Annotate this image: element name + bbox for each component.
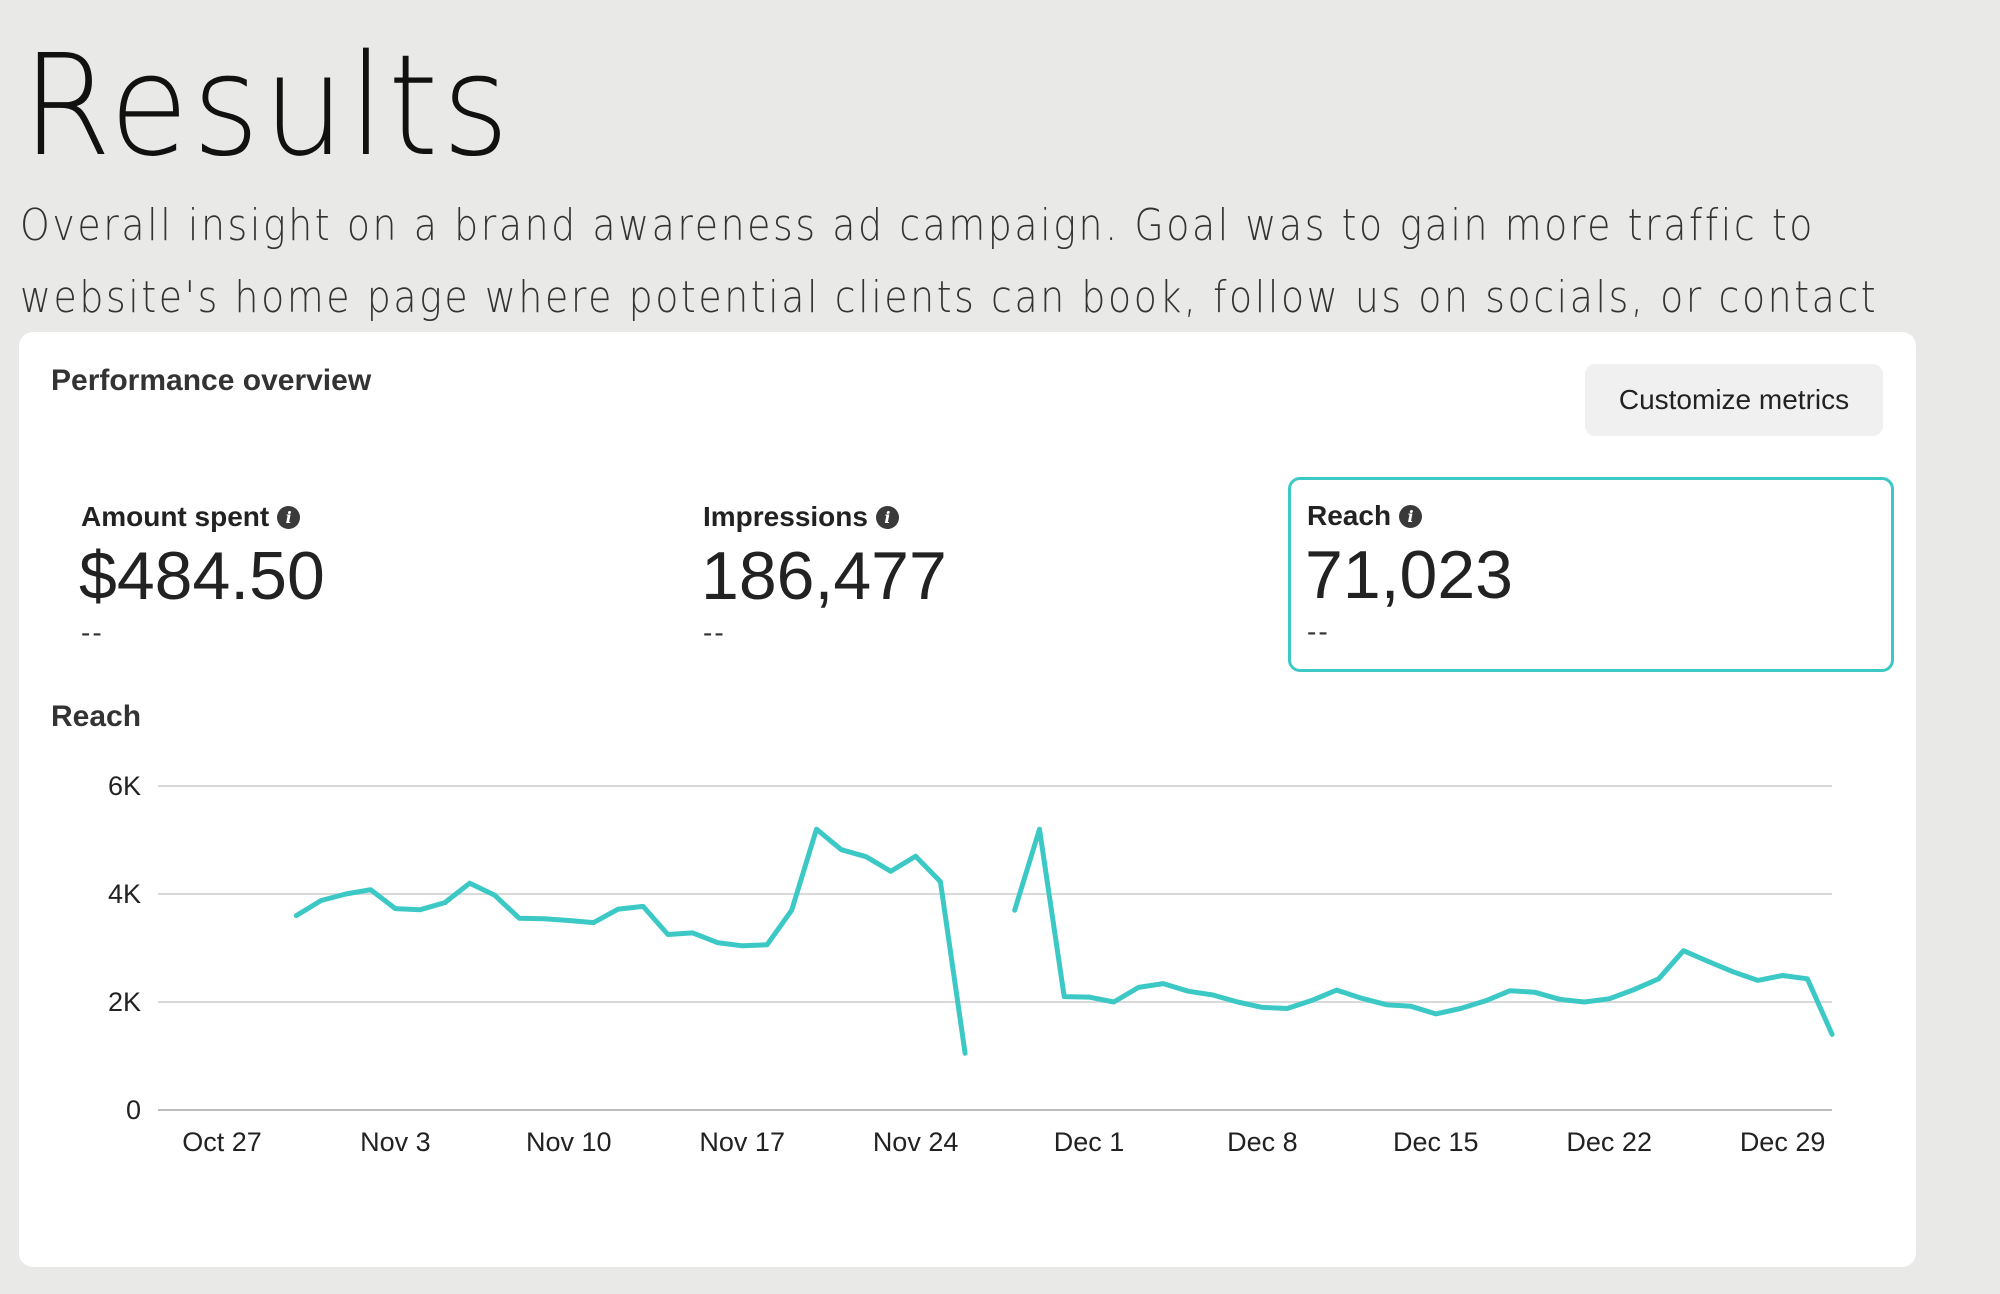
x-tick-label: Nov 3 bbox=[360, 1127, 431, 1157]
y-tick-label: 0 bbox=[126, 1095, 141, 1125]
x-tick-label: Dec 22 bbox=[1566, 1127, 1652, 1157]
x-tick-label: Dec 15 bbox=[1393, 1127, 1479, 1157]
metric-reach[interactable]: Reach i 71,023 -- bbox=[1288, 477, 1894, 672]
metric-value: $484.50 bbox=[79, 538, 325, 614]
page-subtitle: Overall insight on a brand awareness ad … bbox=[20, 190, 1879, 334]
x-tick-label: Dec 1 bbox=[1054, 1127, 1125, 1157]
metric-label: Reach i bbox=[1307, 500, 1423, 532]
x-tick-label: Nov 24 bbox=[873, 1127, 959, 1157]
page-title: Results bbox=[22, 25, 513, 188]
metric-label: Amount spent i bbox=[81, 501, 301, 533]
x-tick-label: Dec 8 bbox=[1227, 1127, 1298, 1157]
metric-delta: -- bbox=[1307, 616, 1330, 647]
metric-delta: -- bbox=[703, 617, 726, 648]
subtitle-line-2: website's home page where potential clie… bbox=[20, 272, 1879, 323]
reach-line-chart: 0 2K 4K 6K Oct 27 Nov 3 Nov 10 Nov 17 Nov 24 Dec … bbox=[108, 771, 1835, 1157]
metric-value: 186,477 bbox=[701, 538, 947, 614]
reach-series-line bbox=[1012, 826, 1835, 1037]
info-icon[interactable]: i bbox=[277, 505, 301, 529]
performance-overview-card: Performance overview Customize metrics A… bbox=[19, 332, 1916, 1267]
metric-label-text: Amount spent bbox=[81, 501, 270, 532]
chart-title: Reach bbox=[51, 700, 142, 733]
y-tick-label: 2K bbox=[108, 987, 141, 1017]
card-title: Performance overview bbox=[51, 364, 372, 397]
x-tick-label: Nov 17 bbox=[699, 1127, 785, 1157]
y-tick-label: 6K bbox=[108, 771, 141, 801]
metric-delta: -- bbox=[81, 617, 104, 648]
customize-metrics-button[interactable]: Customize metrics bbox=[1585, 364, 1883, 436]
metric-impressions[interactable]: Impressions i 186,477 -- bbox=[661, 477, 1261, 672]
metric-amount-spent[interactable]: Amount spent i $484.50 -- bbox=[39, 477, 639, 672]
metric-value: 71,023 bbox=[1305, 537, 1513, 613]
x-tick-label: Oct 27 bbox=[182, 1127, 262, 1157]
x-tick-label: Dec 29 bbox=[1740, 1127, 1826, 1157]
y-tick-label: 4K bbox=[108, 879, 141, 909]
metric-label-text: Reach bbox=[1307, 500, 1392, 531]
x-tick-label: Nov 10 bbox=[526, 1127, 612, 1157]
metric-label-text: Impressions bbox=[703, 501, 868, 532]
reach-series-line bbox=[293, 826, 968, 1056]
metric-label: Impressions i bbox=[703, 501, 899, 533]
info-icon[interactable]: i bbox=[1399, 504, 1423, 528]
info-icon[interactable]: i bbox=[875, 505, 899, 529]
subtitle-line-1: Overall insight on a brand awareness ad … bbox=[20, 200, 1816, 251]
